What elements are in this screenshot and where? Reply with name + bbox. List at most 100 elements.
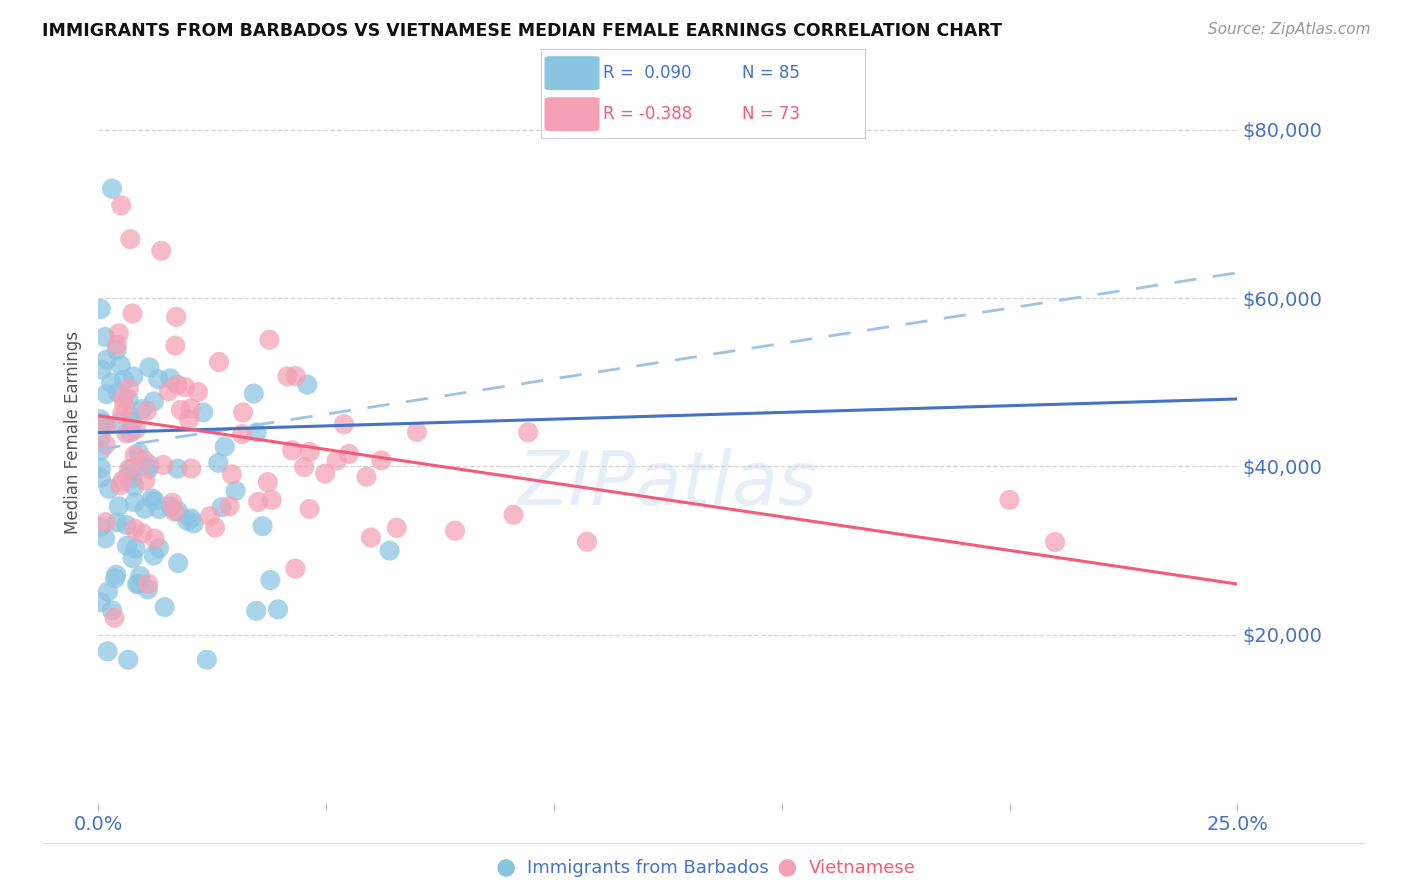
Point — [125, 577, 148, 591]
Point — [198, 509, 221, 524]
Point — [378, 543, 401, 558]
Point — [495, 861, 517, 875]
Point — [245, 604, 267, 618]
Point — [100, 376, 122, 390]
Point — [191, 405, 214, 419]
Point — [135, 404, 157, 418]
Point — [96, 644, 118, 658]
Point — [115, 518, 138, 533]
Point — [177, 412, 200, 426]
Point — [142, 549, 165, 563]
Point — [143, 493, 166, 508]
Point — [112, 399, 135, 413]
Point — [166, 461, 188, 475]
Text: N = 73: N = 73 — [742, 105, 800, 123]
Point — [141, 491, 163, 506]
Point — [117, 469, 139, 483]
Point — [134, 474, 156, 488]
Point — [96, 387, 118, 401]
Point — [120, 462, 142, 476]
Point — [98, 482, 121, 496]
Point — [150, 244, 173, 258]
Point — [128, 576, 150, 591]
Point — [998, 492, 1021, 507]
Point — [148, 372, 170, 386]
Point — [517, 425, 540, 440]
Point — [385, 521, 408, 535]
Point — [121, 306, 143, 320]
Point — [111, 474, 134, 488]
Point — [122, 479, 145, 493]
Point — [115, 539, 138, 553]
Point — [107, 500, 129, 514]
Point — [231, 427, 253, 442]
Point — [245, 425, 267, 440]
Point — [214, 440, 236, 454]
Point — [94, 330, 117, 344]
Point — [1043, 535, 1066, 549]
Point — [90, 443, 112, 458]
Point — [108, 326, 131, 341]
Point — [101, 181, 124, 195]
Point — [118, 381, 141, 395]
Point — [128, 446, 150, 460]
Point — [121, 471, 143, 485]
Point — [276, 369, 298, 384]
Point — [117, 392, 139, 407]
Point — [292, 460, 315, 475]
Point — [252, 519, 274, 533]
Point — [180, 461, 202, 475]
Text: R = -0.388: R = -0.388 — [603, 105, 692, 123]
Point — [91, 416, 114, 430]
Point — [159, 371, 181, 385]
Point — [142, 394, 165, 409]
Point — [94, 515, 117, 529]
Text: N = 85: N = 85 — [742, 64, 800, 82]
Point — [221, 467, 243, 482]
Point — [125, 422, 148, 436]
Point — [97, 584, 120, 599]
Point — [325, 453, 347, 467]
Point — [118, 462, 141, 476]
Point — [259, 573, 281, 587]
Point — [105, 567, 128, 582]
Point — [94, 532, 117, 546]
Point — [136, 582, 159, 597]
Point — [232, 405, 254, 419]
Point — [167, 504, 190, 518]
Point — [370, 453, 392, 467]
Point — [165, 310, 187, 324]
Point — [107, 385, 129, 400]
Point — [260, 492, 283, 507]
Point — [183, 516, 205, 531]
Point — [776, 861, 799, 875]
Text: ZIPatlas: ZIPatlas — [517, 449, 818, 520]
Point — [360, 531, 382, 545]
Point — [208, 355, 231, 369]
Point — [104, 571, 127, 585]
Point — [157, 384, 180, 398]
Point — [165, 339, 187, 353]
Point — [174, 380, 197, 394]
Point — [121, 551, 143, 566]
Point — [101, 603, 124, 617]
Point — [94, 437, 117, 451]
Text: Vietnamese: Vietnamese — [808, 859, 915, 877]
Point — [166, 377, 188, 392]
Point — [134, 501, 156, 516]
Point — [284, 369, 307, 384]
Point — [148, 502, 170, 516]
Point — [108, 415, 131, 429]
Point — [120, 232, 142, 246]
Point — [103, 610, 125, 624]
Point — [121, 415, 143, 429]
Point — [337, 447, 360, 461]
Point — [115, 426, 138, 441]
Point — [170, 403, 193, 417]
Point — [314, 467, 336, 481]
Point — [90, 595, 112, 609]
Point — [111, 407, 134, 421]
Point — [120, 425, 142, 440]
Point — [90, 412, 112, 426]
Point — [242, 386, 264, 401]
